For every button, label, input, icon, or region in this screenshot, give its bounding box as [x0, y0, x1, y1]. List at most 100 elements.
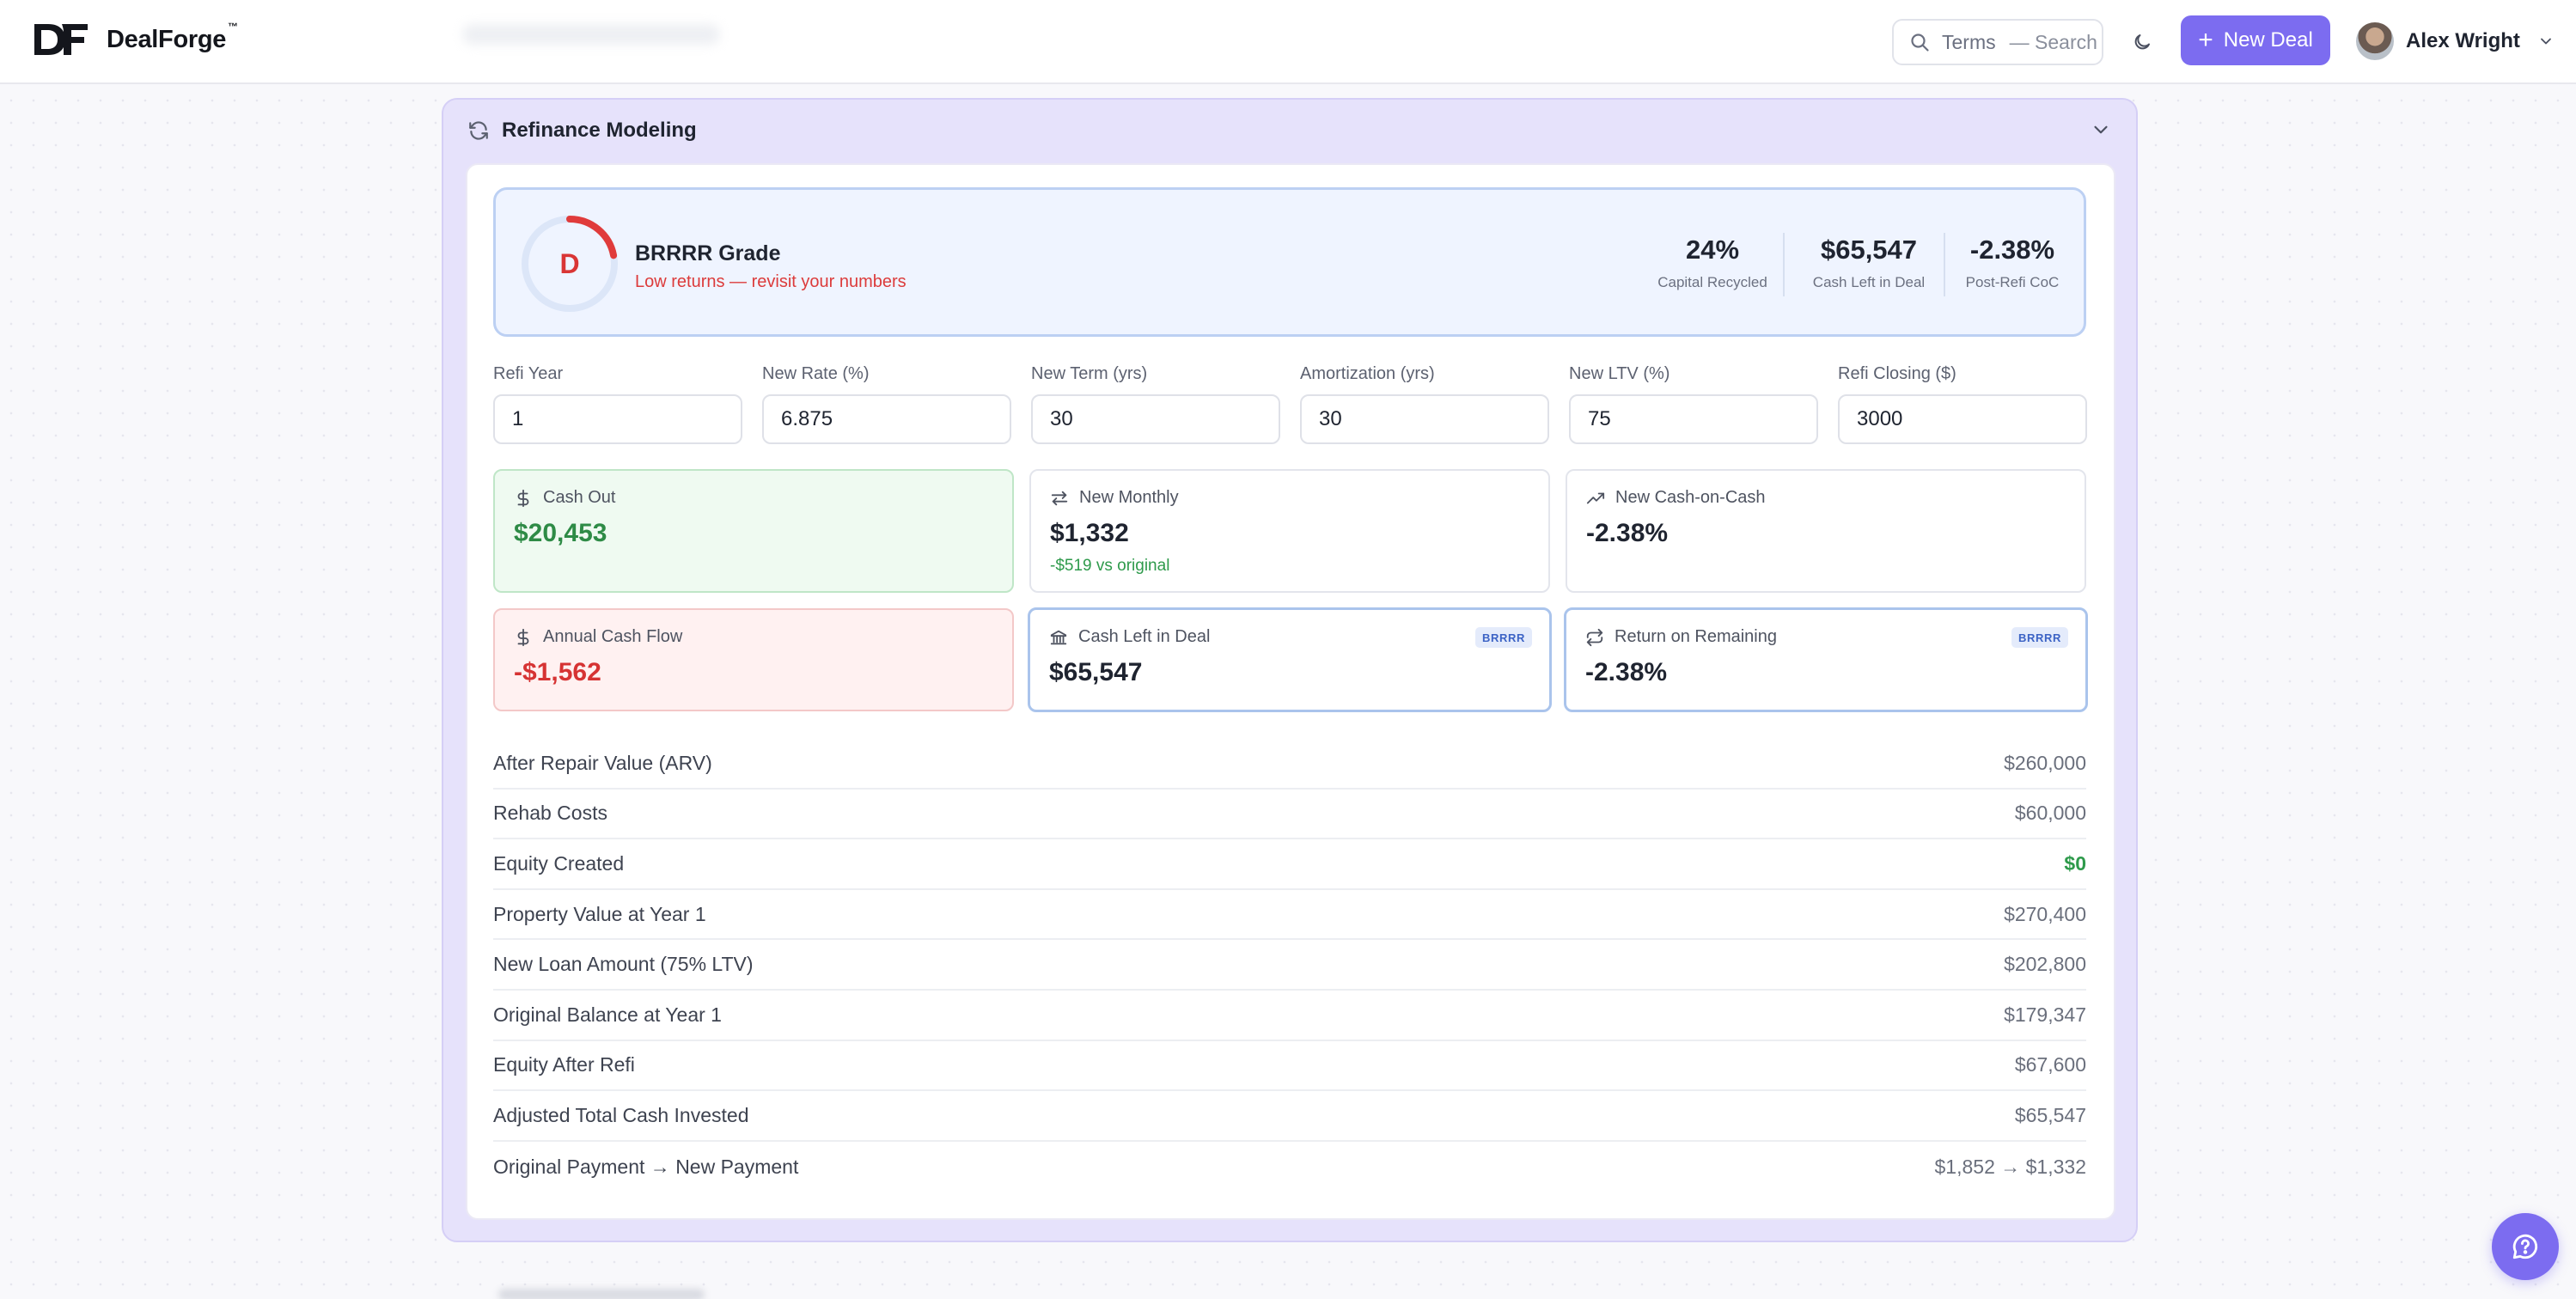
logo-text: DealForge ™	[107, 20, 238, 53]
metric-capital-recycled: 24% Capital Recycled	[1635, 235, 1790, 291]
row-value: $67,600	[2014, 1053, 2086, 1076]
swap-arrows-icon	[1051, 491, 1068, 505]
stat-label: New Cash-on-Cash	[1615, 488, 1766, 507]
theme-toggle-button[interactable]	[2126, 26, 2158, 58]
row-value: $0	[2064, 851, 2086, 875]
row-value: $65,547	[2014, 1103, 2086, 1126]
stat-cash-left-in-deal: Cash Left in Deal BRRRR $65,547	[1028, 607, 1552, 712]
metric-label: Capital Recycled	[1657, 274, 1767, 290]
field-label: Refi Year	[493, 364, 564, 383]
stat-label: Return on Remaining	[1615, 627, 1777, 646]
brrrr-grade-panel: D BRRRR Grade Low returns — revisit your…	[493, 187, 2086, 337]
metric-divider	[1783, 233, 1785, 296]
grade-title: BRRRR Grade	[635, 241, 781, 265]
help-chat-icon	[2512, 1234, 2538, 1259]
help-chat-button[interactable]	[2492, 1213, 2559, 1280]
list-item: After Repair Value (ARV) $260,000	[493, 739, 2086, 790]
row-value: $179,347	[2004, 1003, 2086, 1026]
metric-value: 24%	[1685, 235, 1740, 265]
stat-label: New Monthly	[1079, 488, 1179, 507]
stat-header: New Cash-on-Cash	[1586, 488, 1766, 508]
amortization-input[interactable]	[1300, 394, 1549, 444]
stat-value: $65,547	[1049, 658, 1143, 686]
new-rate-input[interactable]	[762, 394, 1011, 444]
stat-label: Annual Cash Flow	[543, 627, 683, 646]
search-input[interactable]: Terms — Search	[1892, 19, 2103, 65]
list-item: Equity After Refi $67,600	[493, 1041, 2086, 1092]
search-icon	[1911, 34, 1929, 52]
list-item: Equity Created $0	[493, 839, 2086, 890]
row-label: Rehab Costs	[493, 802, 607, 825]
grade-ring	[522, 216, 618, 312]
stat-note: -$519 vs original	[1050, 557, 1170, 575]
field-label: Amortization (yrs)	[1300, 364, 1435, 383]
row-label: After Repair Value (ARV)	[493, 751, 712, 774]
brrrr-badge: BRRRR	[1475, 627, 1532, 648]
field-label: New Term (yrs)	[1031, 364, 1148, 383]
field-label: New LTV (%)	[1569, 364, 1670, 383]
collapse-chevron-icon[interactable]	[2090, 119, 2112, 141]
row-label: Adjusted Total Cash Invested	[493, 1103, 749, 1126]
row-label: New Loan Amount (75% LTV)	[493, 953, 754, 976]
moon-icon	[2134, 34, 2150, 50]
list-item: Adjusted Total Cash Invested $65,547	[493, 1091, 2086, 1142]
stat-header: Cash Out	[514, 488, 615, 508]
row-label: Property Value at Year 1	[493, 902, 706, 925]
refinance-card-header[interactable]: Refinance Modeling	[443, 100, 2136, 162]
stat-new-coc: New Cash-on-Cash -2.38%	[1566, 469, 2086, 593]
list-item: Rehab Costs $60,000	[493, 790, 2086, 840]
dollar-icon	[517, 628, 529, 646]
row-label: Equity After Refi	[493, 1053, 635, 1076]
metric-divider	[1944, 233, 1945, 296]
card-title: Refinance Modeling	[502, 119, 697, 142]
field-new-ltv: New LTV (%)	[1569, 364, 1818, 444]
stat-value: $1,332	[1050, 519, 1129, 547]
field-label: Refi Closing ($)	[1838, 364, 1956, 383]
stat-label: Cash Out	[543, 488, 616, 507]
grade-arc	[522, 216, 618, 312]
refi-year-input[interactable]	[493, 394, 742, 444]
refinance-details-list: After Repair Value (ARV) $260,000 Rehab C…	[493, 739, 2086, 1192]
grade-letter: D	[559, 247, 580, 279]
top-header: DealForge ™ Terms — Search + New Deal Ale…	[0, 0, 2576, 84]
app-logo[interactable]: DealForge ™	[31, 21, 238, 58]
logo-mark-icon	[34, 24, 88, 55]
chevron-down-icon	[2540, 38, 2551, 45]
row-label: Equity Created	[493, 851, 625, 875]
stat-value: -2.38%	[1585, 658, 1668, 686]
metric-cash-left: $65,547 Cash Left in Deal	[1793, 235, 1944, 291]
stat-header: New Monthly	[1050, 488, 1179, 508]
new-ltv-input[interactable]	[1569, 394, 1818, 444]
stat-cash-out: Cash Out $20,453	[493, 469, 1014, 593]
stat-header: Cash Left in Deal	[1049, 627, 1210, 647]
list-item: Original Balance at Year 1 $179,347	[493, 991, 2086, 1041]
stat-value: -$1,562	[514, 658, 601, 686]
field-refi-closing: Refi Closing ($)	[1838, 364, 2087, 444]
new-term-input[interactable]	[1031, 394, 1280, 444]
trending-up-icon	[1586, 492, 1605, 503]
refi-closing-input[interactable]	[1838, 394, 2087, 444]
search-label: Terms	[1942, 30, 1996, 53]
metric-value: -2.38%	[1969, 235, 2055, 265]
stat-value: $20,453	[514, 519, 607, 547]
stat-label: Cash Left in Deal	[1078, 627, 1211, 646]
plus-icon: +	[2198, 26, 2213, 54]
field-label: New Rate (%)	[762, 364, 870, 383]
avatar	[2356, 22, 2394, 60]
list-item: New Loan Amount (75% LTV) $202,800	[493, 940, 2086, 991]
stat-header: Return on Remaining	[1585, 627, 1777, 647]
row-value: $60,000	[2014, 802, 2086, 825]
metric-value: $65,547	[1820, 235, 1918, 265]
metric-post-refi-coc: -2.38% Post-Refi CoC	[1956, 235, 2068, 291]
new-deal-button[interactable]: + New Deal	[2181, 15, 2330, 65]
row-label: Original Payment → New Payment	[493, 1155, 799, 1178]
stat-header: Annual Cash Flow	[514, 627, 682, 647]
stat-new-monthly: New Monthly $1,332 -$519 vs original	[1029, 469, 1550, 593]
next-section-heading	[498, 1289, 705, 1299]
user-menu[interactable]: Alex Wright	[2356, 21, 2555, 62]
field-refi-year: Refi Year	[493, 364, 742, 444]
dollar-icon	[517, 489, 529, 507]
stat-value: -2.38%	[1586, 519, 1669, 547]
row-value: $260,000	[2004, 751, 2086, 774]
row-value: $270,400	[2004, 902, 2086, 925]
